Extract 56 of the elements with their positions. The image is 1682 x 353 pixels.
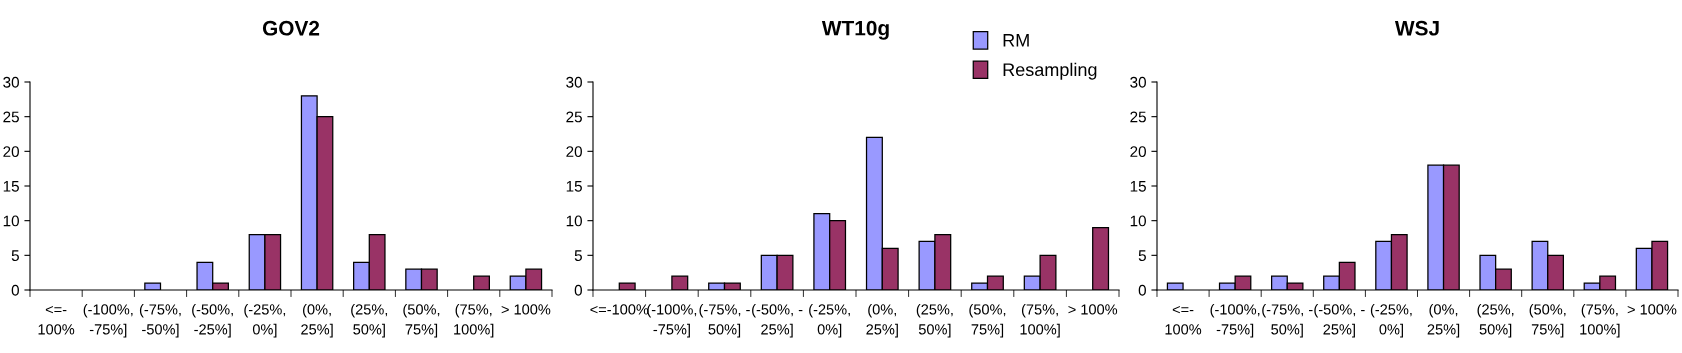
- y-tick-label: 0: [1138, 284, 1146, 296]
- y-tick-label: 25: [566, 111, 582, 123]
- y-tick-label: 15: [3, 181, 19, 192]
- x-tick-label: (-50%, - 25%]: [1314, 303, 1365, 338]
- x-tick-label: (50%, 75%]: [1529, 303, 1566, 338]
- x-tick-label: (-75%, - 50%]: [699, 303, 750, 338]
- chart-title: WT10g: [821, 20, 889, 40]
- x-tick-label: (25%, 50%]: [351, 303, 388, 338]
- y-tick-label: 0: [574, 284, 582, 296]
- x-tick-label: (0%, 25%]: [1427, 303, 1460, 338]
- x-tick-label: > 100%: [1068, 304, 1118, 315]
- x-tick-label: (-25%, 0%]: [1370, 303, 1412, 338]
- y-tick-label: 20: [566, 146, 582, 158]
- x-tick-label: (0%, 25%]: [301, 303, 333, 338]
- y-tick-label: 25: [1130, 111, 1146, 123]
- y-tick-label: 10: [1130, 215, 1146, 227]
- y-tick-label: 30: [1130, 76, 1146, 88]
- y-tick-label: 25: [3, 111, 19, 123]
- x-tick-label: (-100%, -75%]: [83, 303, 133, 338]
- x-tick-label: (-25%, 0%]: [244, 303, 286, 338]
- x-tick-label: (25%, 50%]: [916, 303, 953, 338]
- x-tick-label: (75%, 100%]: [454, 303, 494, 338]
- y-tick-label: 20: [3, 146, 19, 158]
- x-tick-label: (-50%, -25%]: [192, 303, 233, 338]
- x-tick-label: (-75%, - 50%]: [1262, 303, 1313, 338]
- y-tick-label: 20: [1130, 146, 1146, 158]
- x-tick-label: > 100%: [1627, 304, 1677, 315]
- x-tick-label: (-100%, -75%]: [647, 303, 697, 338]
- y-tick-label: 0: [11, 284, 19, 296]
- y-tick-label: 30: [566, 76, 582, 88]
- chart-title: GOV2: [262, 20, 320, 36]
- x-tick-label: > 100%: [501, 304, 551, 315]
- y-tick-label: 10: [566, 215, 582, 227]
- y-tick-label: 5: [1138, 250, 1146, 262]
- x-tick-label: (50%, 75%]: [969, 303, 1006, 338]
- x-tick-label: <=- 100%: [38, 305, 75, 335]
- legend-label: Resampling: [1003, 62, 1097, 80]
- x-tick-label: (50%, 75%]: [403, 303, 440, 338]
- x-tick-label: (-25%, 0%]: [809, 303, 850, 338]
- x-tick-label: (0%, 25%]: [866, 303, 898, 338]
- y-tick-label: 15: [1130, 181, 1146, 192]
- x-tick-label: (75%, 100%]: [1580, 303, 1620, 338]
- chart-title: WSJ: [1394, 20, 1439, 36]
- legend-label: RM: [1003, 34, 1029, 47]
- x-tick-label: (25%, 50%]: [1477, 303, 1514, 338]
- y-tick-label: 5: [574, 250, 582, 262]
- y-tick-label: 30: [3, 76, 19, 88]
- x-tick-label: (75%, 100%]: [1020, 303, 1060, 338]
- x-tick-label: (-75%, -50%]: [139, 303, 181, 338]
- y-tick-label: 15: [566, 181, 582, 192]
- x-tick-label: <=-100%: [590, 304, 649, 315]
- x-tick-label: <=- 100%: [1165, 305, 1202, 335]
- y-tick-label: 5: [11, 250, 19, 262]
- x-tick-label: (-100%, -75%]: [1210, 303, 1260, 338]
- x-tick-label: (-50%, - 25%]: [752, 303, 803, 338]
- y-tick-label: 10: [3, 215, 19, 227]
